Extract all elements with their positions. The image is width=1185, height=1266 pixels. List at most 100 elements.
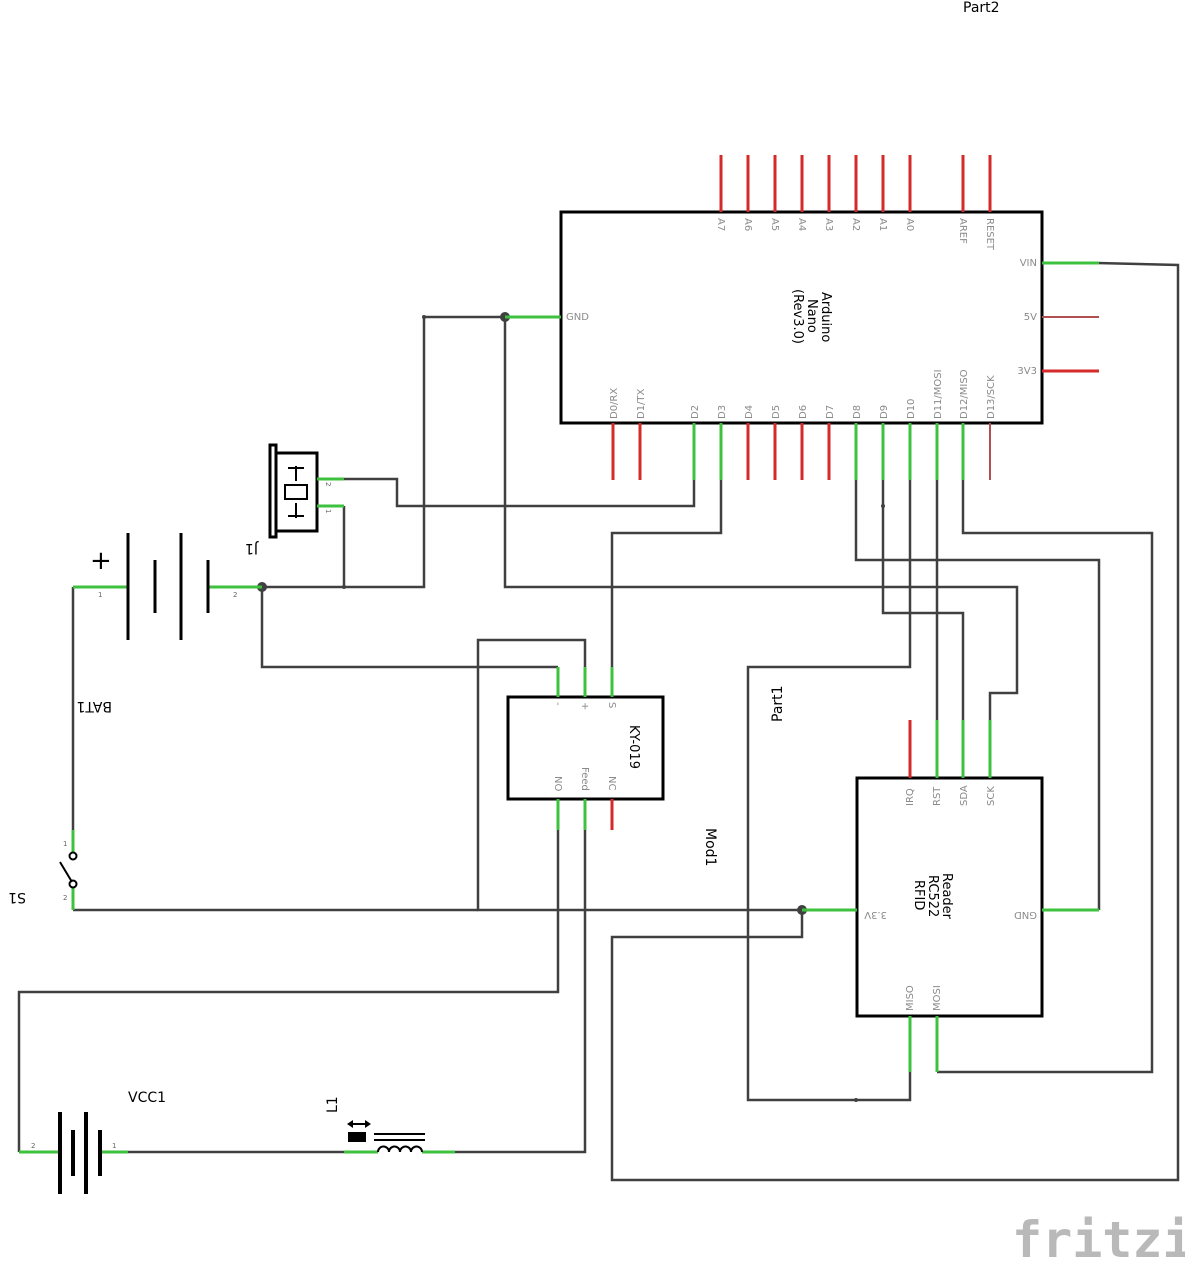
junction <box>854 1098 858 1102</box>
pin-d13: D13/SCK <box>986 375 997 419</box>
arduino-top-leads <box>719 155 992 212</box>
rfid-title: RFID RC522 Reader <box>911 873 954 920</box>
rfid-body <box>855 776 1044 1018</box>
vcc-vcc1[interactable]: 2 1 <box>19 1112 128 1194</box>
plunger <box>348 1132 366 1142</box>
s1-label: S1 <box>8 889 26 905</box>
relay-module[interactable]: - + S NO Feed NC KY-019 <box>506 667 665 830</box>
pin-relay-s: S <box>606 702 617 708</box>
pin-d10: D10 <box>906 399 917 419</box>
pin-d11: D11/MOSI <box>933 369 944 419</box>
pin-rfid-gnd: GND <box>1014 909 1037 920</box>
part1-label: Part1 <box>770 685 786 722</box>
pin-d1: D1/TX <box>636 388 647 419</box>
pin-a2: A2 <box>850 218 861 231</box>
vcc-pin1: 1 <box>112 1142 116 1150</box>
pin-relay-no: NO <box>552 776 563 791</box>
pin-rfid-33v: 3.3V <box>864 909 887 920</box>
wire-d3-relay-s[interactable] <box>610 480 723 667</box>
pin-d7: D7 <box>825 405 836 419</box>
pin-vin: VIN <box>1020 258 1037 269</box>
pin-d6: D6 <box>798 405 809 419</box>
pin-d2: D2 <box>690 405 701 419</box>
battery-bat1[interactable]: + 1 2 <box>73 533 262 640</box>
pin-rfid-miso: MISO <box>905 985 916 1011</box>
junction <box>881 504 885 508</box>
svg-text:(Rev3.0): (Rev3.0) <box>790 289 805 344</box>
solenoid-l1[interactable] <box>344 1120 455 1154</box>
arduino-bottom-leads <box>611 423 991 480</box>
pin-relay-nc: NC <box>606 776 617 790</box>
switch-contact <box>68 851 78 861</box>
pin-aref: AREF <box>957 218 968 244</box>
j1-label: J1 <box>245 540 259 556</box>
rfid-reader[interactable]: IRQ RST SDA SCK 3.3V GND MISO MOSI RFID … <box>802 720 1099 1072</box>
pin-d3: D3 <box>717 405 728 419</box>
pin-rfid-rst: RST <box>932 786 943 806</box>
pin-relay-plus: + <box>579 702 590 710</box>
switch-pin1: 1 <box>63 840 67 848</box>
pin-a6: A6 <box>742 218 753 231</box>
wire-d10[interactable] <box>746 480 912 1102</box>
relay-title: KY-019 <box>626 725 641 769</box>
pin-d4: D4 <box>744 405 755 419</box>
buzzer-body <box>274 451 319 533</box>
wire-relay-no[interactable] <box>17 830 560 1152</box>
switch-pin2: 2 <box>63 894 67 902</box>
svg-text:Nano: Nano <box>804 299 819 333</box>
arrow-icon <box>365 1120 371 1128</box>
wires <box>17 261 1180 1182</box>
wire-relay-feed[interactable] <box>452 830 587 1154</box>
junction <box>422 315 426 319</box>
wire-d9[interactable] <box>881 480 965 720</box>
mod1-label: Mod1 <box>702 828 718 866</box>
fritzing-watermark: fritzing <box>1012 1211 1185 1266</box>
pin-5v: 5V <box>1024 312 1037 323</box>
pin-d12: D12/MISO <box>959 369 970 419</box>
switch-contact <box>68 879 78 889</box>
buzzer-crystal <box>284 484 308 500</box>
pin-a4: A4 <box>796 218 807 231</box>
arrow-icon <box>347 1120 353 1128</box>
pin-rfid-sda: SDA <box>959 785 970 806</box>
svg-text:Arduino: Arduino <box>818 292 833 342</box>
pin-reset: RESET <box>984 218 995 251</box>
svg-text:RC522: RC522 <box>925 875 940 917</box>
wire-buzzer-2[interactable] <box>344 477 696 508</box>
l1-label: L1 <box>325 1096 341 1113</box>
wire-gnd-2[interactable] <box>503 317 1019 720</box>
battery-pin2: 2 <box>233 591 237 599</box>
pin-a5: A5 <box>769 218 780 231</box>
pin-a7: A7 <box>715 218 726 231</box>
battery-plus-sign: + <box>90 546 112 576</box>
pin-d0: D0/RX <box>609 388 620 419</box>
coil <box>377 1145 423 1153</box>
pin-relay-minus: - <box>552 702 563 706</box>
wire-vin[interactable] <box>610 261 1180 1182</box>
pin-a3: A3 <box>823 218 834 231</box>
wire-relay-plus[interactable] <box>476 638 802 912</box>
switch-s1[interactable]: 1 2 <box>59 830 78 910</box>
pin-d5: D5 <box>771 405 782 419</box>
buzzer-j1[interactable]: 2 1 <box>268 443 344 539</box>
pin-relay-feed: Feed <box>579 767 590 791</box>
pin-rfid-sck: SCK <box>986 786 997 806</box>
pin-rfid-mosi: MOSI <box>932 985 943 1011</box>
pin-rfid-irq: IRQ <box>905 788 916 806</box>
wire-d12[interactable] <box>937 480 1154 1074</box>
junction-dots <box>257 312 885 1102</box>
pin-gnd: GND <box>566 312 589 323</box>
pin-a0: A0 <box>904 218 915 231</box>
wire-d8[interactable] <box>854 480 1101 910</box>
battery-pin1: 1 <box>98 591 102 599</box>
part2-label: Part2 <box>963 0 1000 16</box>
buzzer-pin1: 1 <box>324 509 332 513</box>
buzzer-pin2: 2 <box>324 482 332 486</box>
svg-text:Reader: Reader <box>939 873 954 920</box>
junction <box>342 585 346 589</box>
wire-battery-neg[interactable] <box>260 587 558 669</box>
arduino-title: Arduino Nano (Rev3.0) <box>790 289 833 344</box>
arduino-nano[interactable]: A7 A6 A5 A4 A3 A2 A1 A0 AREF RESET VIN 5… <box>505 155 1099 480</box>
vcc1-label: VCC1 <box>128 1090 166 1106</box>
